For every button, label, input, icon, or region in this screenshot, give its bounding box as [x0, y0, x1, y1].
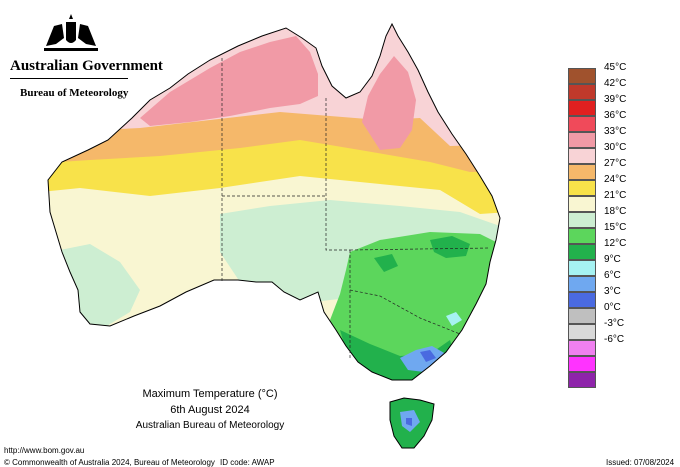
legend-label: 15°C	[604, 222, 627, 233]
legend-swatch	[568, 308, 596, 324]
footer-id-code: ID code: AWAP	[220, 458, 275, 467]
legend-label: 45°C	[604, 62, 627, 73]
legend-swatch	[568, 148, 596, 164]
legend-swatch	[568, 324, 596, 340]
legend-swatch	[568, 116, 596, 132]
government-name: Australian Government	[10, 58, 163, 74]
legend-swatch	[568, 372, 596, 388]
legend-swatch	[568, 180, 596, 196]
legend-swatch	[568, 196, 596, 212]
footer-url[interactable]: http://www.bom.gov.au	[4, 446, 85, 455]
map-source: Australian Bureau of Meteorology	[135, 420, 285, 431]
legend-swatch	[568, 356, 596, 372]
legend-label: 39°C	[604, 94, 627, 105]
map-title: Maximum Temperature (°C)	[142, 388, 278, 400]
legend-label: -3°C	[604, 318, 625, 329]
map-date: 6th August 2024	[170, 404, 250, 416]
legend-label: 30°C	[604, 142, 627, 153]
legend-label: 0°C	[604, 302, 621, 313]
branding-divider	[10, 78, 128, 79]
government-branding: Australian Government Bureau of Meteorol…	[10, 58, 163, 99]
map-caption: Maximum Temperature (°C) 6th August 2024…	[135, 386, 285, 434]
legend-swatch	[568, 100, 596, 116]
legend-swatch	[568, 340, 596, 356]
legend-label: 12°C	[604, 238, 627, 249]
bureau-name: Bureau of Meteorology	[20, 87, 129, 99]
legend-label: 21°C	[604, 190, 627, 201]
legend-label: 24°C	[604, 174, 627, 185]
legend-swatch	[568, 244, 596, 260]
legend-swatch	[568, 132, 596, 148]
legend-label: 27°C	[604, 158, 627, 169]
coat-of-arms-icon	[44, 14, 98, 51]
legend-swatch	[568, 292, 596, 308]
legend-label: 18°C	[604, 206, 627, 217]
legend-swatch	[568, 260, 596, 276]
legend-label: 33°C	[604, 126, 627, 137]
footer-issued: Issued: 07/08/2024	[606, 458, 675, 467]
legend-swatch	[568, 84, 596, 100]
legend-swatch	[568, 68, 596, 84]
legend-label: 9°C	[604, 254, 621, 265]
legend-swatch	[568, 276, 596, 292]
legend-label: 3°C	[604, 286, 621, 297]
legend-label: 42°C	[604, 78, 627, 89]
legend-label: 36°C	[604, 110, 627, 121]
legend-swatch	[568, 164, 596, 180]
legend-swatch	[568, 228, 596, 244]
legend-label: -6°C	[604, 334, 625, 345]
footer-copyright: © Commonwealth of Australia 2024, Bureau…	[4, 458, 215, 467]
legend-label: 6°C	[604, 270, 621, 281]
legend-swatch	[568, 212, 596, 228]
